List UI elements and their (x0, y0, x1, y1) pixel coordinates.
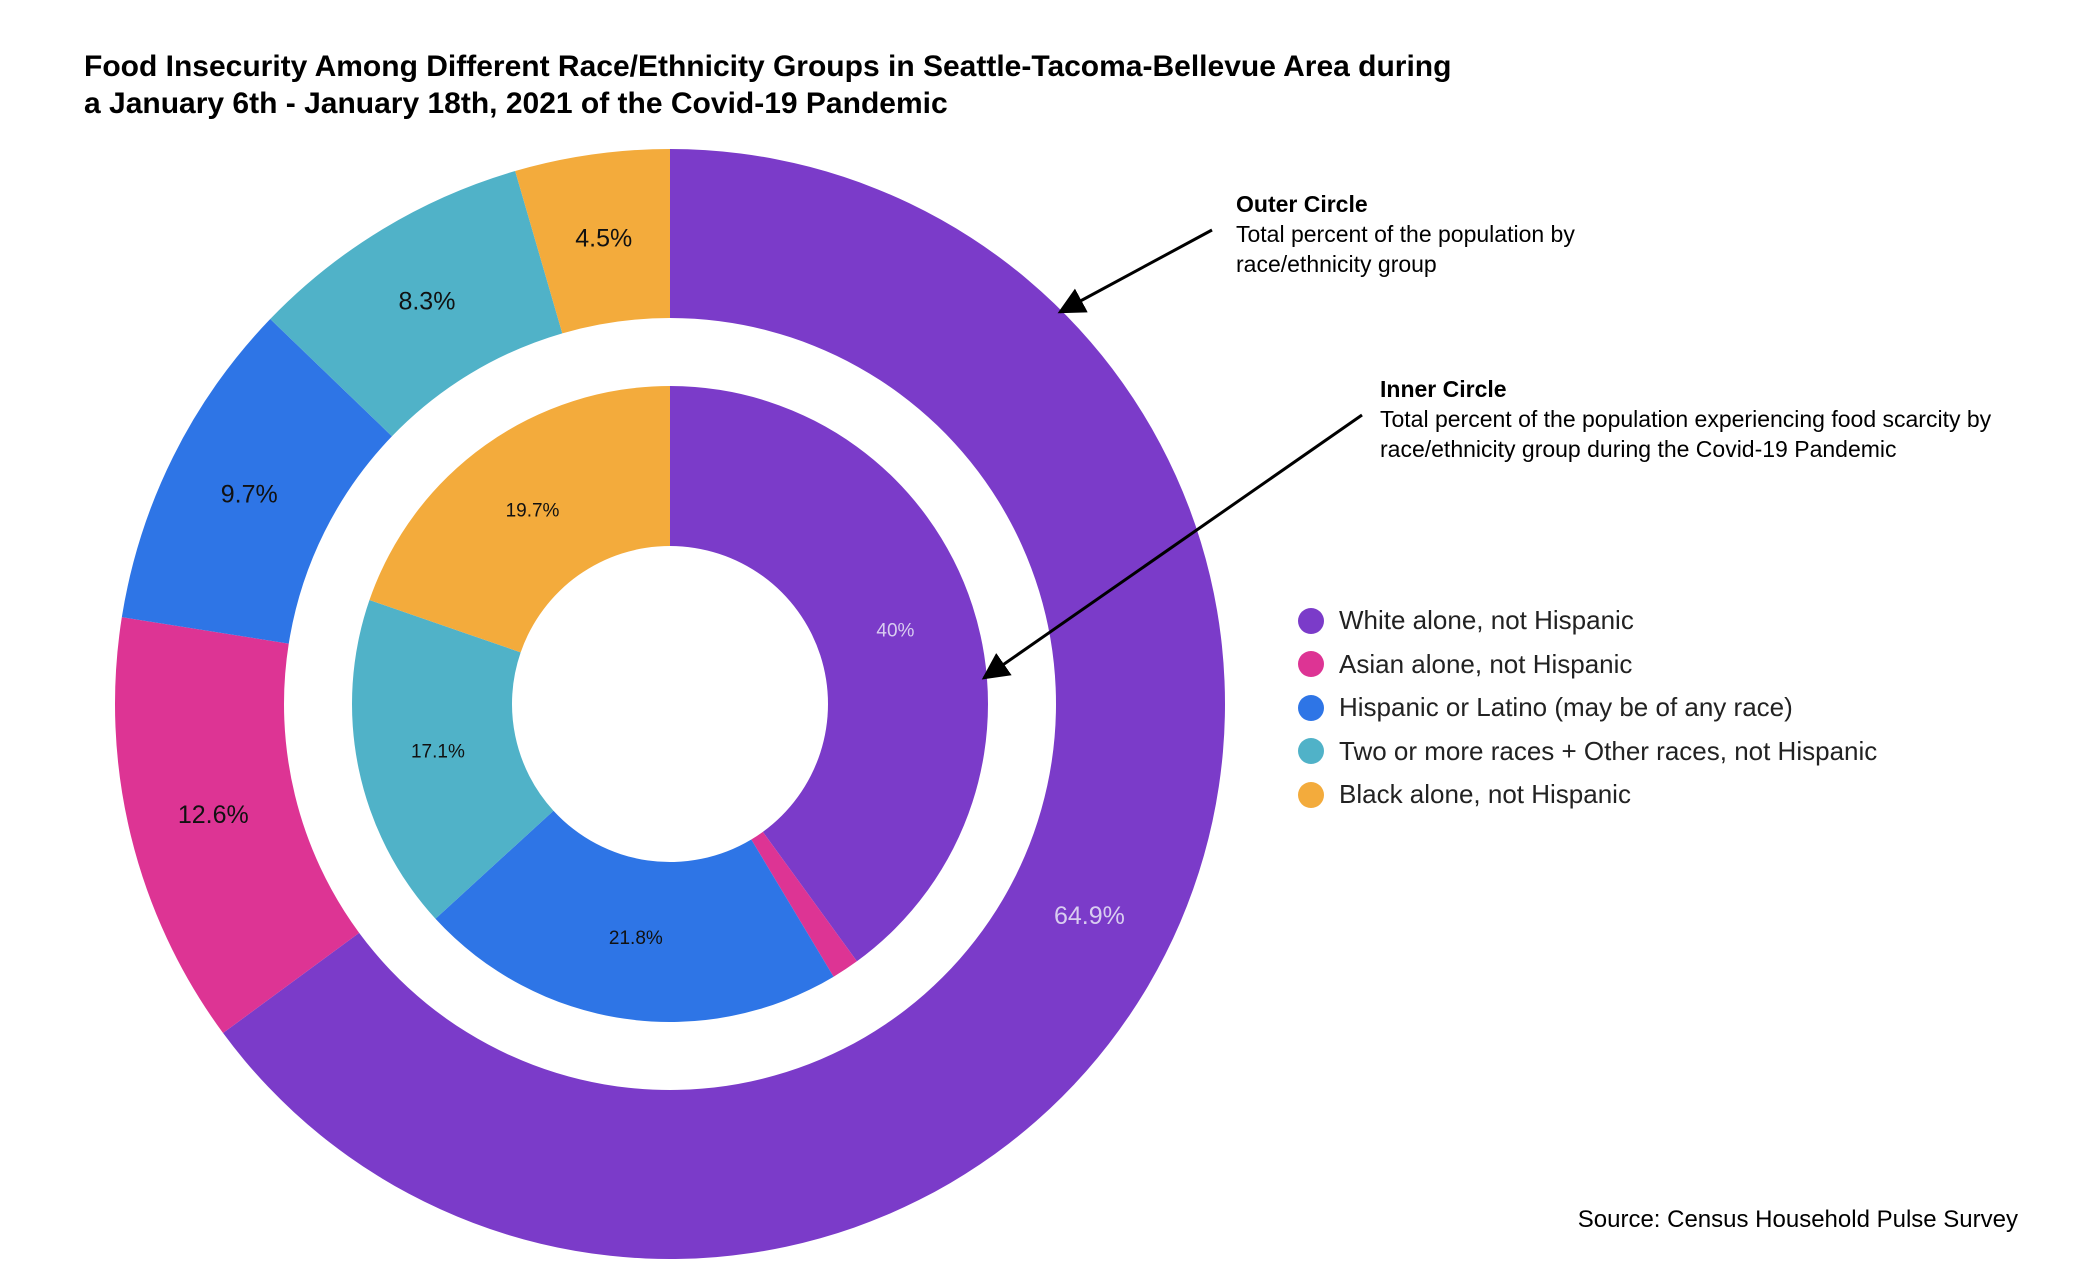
outer-slice-hispanic (121, 319, 392, 644)
inner-slice-two-or-more (351, 600, 554, 919)
inner-ring (351, 386, 988, 1022)
outer-label-white: 64.9% (1054, 902, 1125, 930)
legend-item-asian: Asian alone, not Hispanic (1298, 643, 1877, 687)
legend-swatch-two-or-more (1298, 738, 1324, 765)
outer-circle-annotation: Outer Circle Total percent of the popula… (1236, 189, 1575, 279)
inner-label-hispanic: 21.8% (609, 928, 663, 949)
outer-label-asian: 12.6% (178, 801, 249, 829)
outer-slice-white (223, 149, 1225, 1259)
legend-label-black: Black alone, not Hispanic (1339, 779, 1631, 810)
slice-labels: 64.9% 12.6% 9.7% 8.3% 4.5% 40% 21.8% 17.1% 19.7% (178, 225, 1125, 949)
chart-title: Food Insecurity Among Different Race/Eth… (84, 48, 1584, 122)
legend-item-hispanic: Hispanic or Latino (may be of any race) (1298, 686, 1877, 730)
outer-label-hispanic: 9.7% (221, 481, 278, 509)
inner-label-white: 40% (876, 620, 914, 641)
outer-circle-arrow (1057, 228, 1213, 314)
legend-item-two-or-more: Two or more races + Other races, not His… (1298, 730, 1877, 774)
inner-slice-hispanic (435, 810, 834, 1022)
legend-label-two-or-more: Two or more races + Other races, not His… (1339, 735, 1878, 766)
legend-label-white: White alone, not Hispanic (1339, 605, 1634, 636)
legend-swatch-hispanic (1298, 694, 1324, 721)
outer-slice-black (515, 149, 670, 334)
legend-item-black: Black alone, not Hispanic (1298, 773, 1877, 817)
outer-label-two-or-more: 8.3% (398, 288, 455, 316)
outer-slice-two-or-more (270, 171, 563, 437)
inner-circle-heading: Inner Circle (1380, 376, 1507, 402)
legend-label-hispanic: Hispanic or Latino (may be of any race) (1339, 692, 1793, 723)
legend-label-asian: Asian alone, not Hispanic (1339, 648, 1633, 679)
legend-swatch-black (1298, 781, 1324, 808)
outer-circle-text-line-1: Total percent of the population by (1236, 221, 1575, 247)
legend-swatch-asian (1298, 651, 1324, 678)
legend: White alone, not Hispanic Asian alone, n… (1298, 599, 1877, 817)
outer-circle-text-line-2: race/ethnicity group (1236, 251, 1437, 277)
source-note: Source: Census Household Pulse Survey (1577, 1206, 2018, 1233)
inner-slice-black (369, 386, 670, 653)
legend-swatch-white (1298, 607, 1324, 634)
legend-item-white: White alone, not Hispanic (1298, 599, 1877, 643)
outer-circle-heading: Outer Circle (1236, 191, 1368, 217)
inner-label-black: 19.7% (506, 500, 560, 521)
inner-slice-white (670, 386, 988, 962)
inner-label-two-or-more: 17.1% (411, 742, 465, 763)
inner-slice-asian (751, 831, 857, 977)
inner-circle-arrow (981, 413, 1363, 680)
outer-ring (115, 149, 1225, 1259)
outer-slice-asian (115, 617, 360, 1034)
chart-title-line-1: Food Insecurity Among Different Race/Eth… (84, 50, 1452, 83)
chart-title-line-2: a January 6th - January 18th, 2021 of th… (84, 87, 948, 120)
inner-circle-annotation: Inner Circle Total percent of the popula… (1380, 374, 1991, 464)
inner-circle-text-line-1: Total percent of the population experien… (1380, 406, 1992, 432)
inner-circle-text-line-2: race/ethnicity group during the Covid-19… (1380, 436, 1897, 462)
outer-label-black: 4.5% (575, 225, 632, 253)
